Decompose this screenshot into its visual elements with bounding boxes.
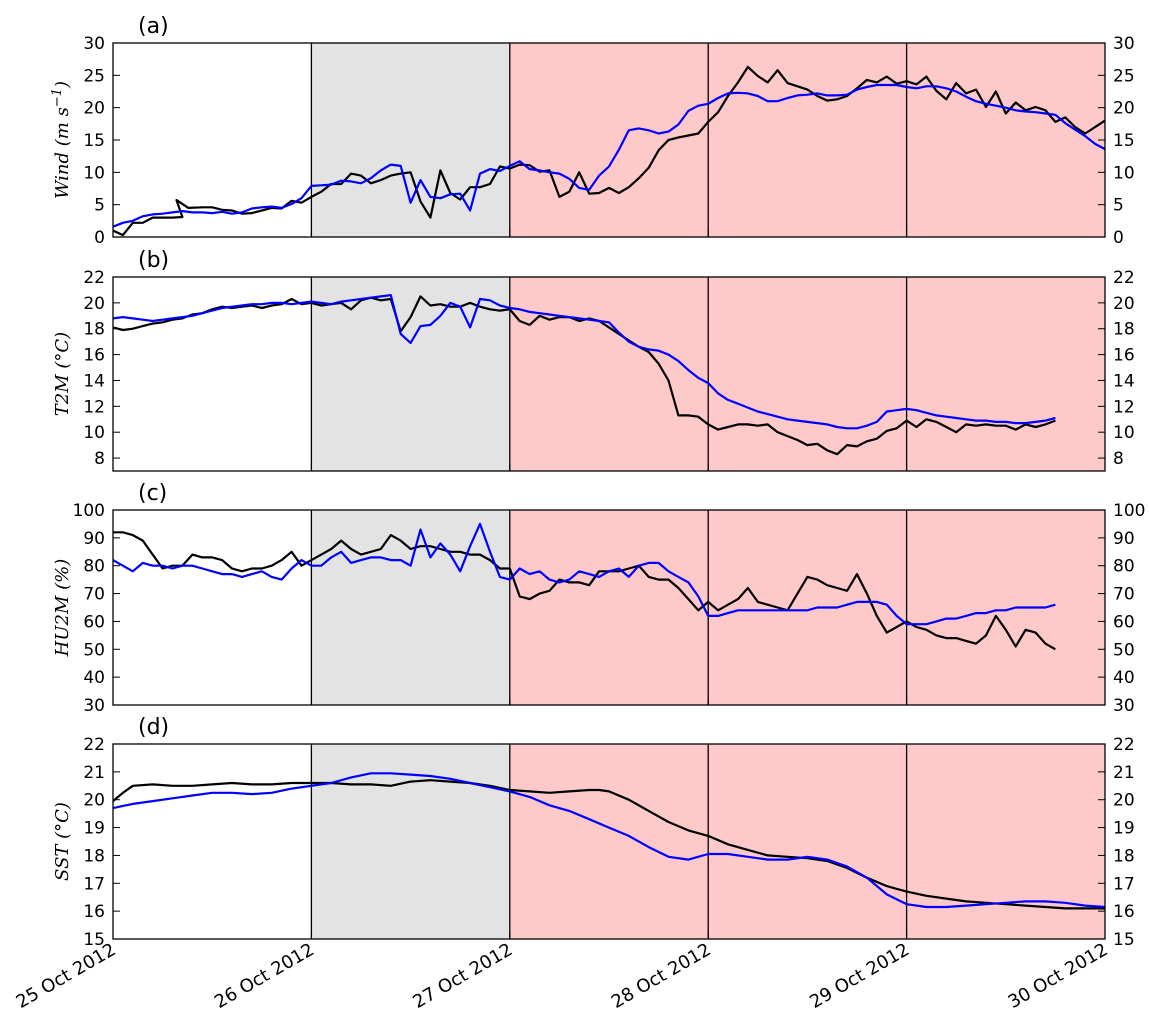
y-tick-label-right: 0 [1113, 228, 1124, 248]
y-tick-label-right: 20 [1113, 99, 1135, 119]
panel-label: (c) [138, 481, 167, 506]
y-tick-label-right: 15 [1113, 930, 1135, 950]
blue-series-line [113, 522, 1056, 626]
red-shaded-period [509, 277, 1105, 471]
y-axis-label: HU2M (%) [52, 559, 73, 658]
y-tick-label-left: 19 [83, 819, 105, 839]
red-shaded-period [509, 744, 1105, 939]
y-tick-label-left: 15 [83, 131, 105, 151]
blue-series-line [113, 294, 1056, 430]
panel-d: 15 15 16 16 17 17 18 18 19 19 20 20 21 21 22 22 (d) SST (… [52, 715, 1135, 950]
blue-series-line [113, 83, 1105, 228]
panel-a: 0 0 5 5 10 10 15 15 20 20 25 25 30 30 (a) Wind (m s−1) [50, 14, 1135, 248]
y-tick-label-left: 20 [83, 99, 105, 119]
red-shaded-period [509, 510, 1105, 705]
y-tick-label-right: 16 [1113, 346, 1135, 366]
panel-label: (a) [138, 14, 169, 39]
plot-frame [112, 743, 1106, 940]
x-tick-label: 30 Oct 2012 [1005, 939, 1112, 1013]
y-tick-label-left: 8 [94, 449, 105, 469]
y-tick-label-right: 50 [1113, 640, 1135, 660]
y-tick-label-left: 15 [83, 930, 105, 950]
y-axis-label: T2M (°C) [52, 332, 73, 416]
grey-shaded-period [311, 43, 510, 237]
y-tick-label-left: 30 [83, 696, 105, 716]
black-series-line [113, 531, 1056, 651]
y-tick-label-left: 20 [83, 791, 105, 811]
y-tick-label-left: 17 [83, 874, 105, 894]
x-tick-label: 26 Oct 2012 [211, 939, 318, 1013]
y-tick-label-left: 21 [83, 763, 105, 783]
y-tick-label-right: 100 [1113, 501, 1145, 521]
y-tick-label-left: 14 [83, 371, 105, 391]
y-tick-label-left: 16 [83, 346, 105, 366]
y-tick-label-right: 17 [1113, 874, 1135, 894]
plot-frame [112, 509, 1106, 706]
x-tick-label: 27 Oct 2012 [409, 939, 516, 1013]
y-tick-label-right: 40 [1113, 668, 1135, 688]
y-tick-label-left: 10 [83, 163, 105, 183]
y-tick-label-left: 70 [83, 585, 105, 605]
y-tick-label-right: 20 [1113, 791, 1135, 811]
y-tick-label-right: 22 [1113, 268, 1135, 288]
grey-shaded-period [311, 744, 510, 939]
y-tick-label-left: 18 [83, 846, 105, 866]
y-tick-label-right: 16 [1113, 902, 1135, 922]
y-tick-label-right: 15 [1113, 131, 1135, 151]
y-tick-label-left: 20 [83, 294, 105, 314]
y-tick-label-right: 18 [1113, 320, 1135, 340]
y-tick-label-right: 8 [1113, 449, 1124, 469]
y-tick-label-right: 20 [1113, 294, 1135, 314]
y-tick-label-left: 12 [83, 397, 105, 417]
blue-series-line [113, 772, 1105, 909]
y-tick-label-right: 22 [1113, 735, 1135, 755]
y-tick-label-right: 60 [1113, 612, 1135, 632]
y-tick-label-right: 25 [1113, 66, 1135, 86]
panel-c: 30 30 40 40 50 50 60 60 70 70 80 80 90 90 100 100 (c) HU2… [52, 481, 1145, 716]
panel-label: (b) [138, 248, 169, 273]
y-tick-label-right: 70 [1113, 585, 1135, 605]
y-tick-label-left: 60 [83, 612, 105, 632]
panel-label: (d) [138, 715, 169, 740]
black-series-line [113, 779, 1105, 910]
y-tick-label-right: 14 [1113, 371, 1135, 391]
y-axis-label: Wind (m s−1) [50, 81, 74, 199]
red-shaded-period [509, 43, 1105, 237]
y-tick-label-right: 21 [1113, 763, 1135, 783]
y-tick-label-left: 50 [83, 640, 105, 660]
y-tick-label-right: 30 [1113, 696, 1135, 716]
y-tick-label-left: 16 [83, 902, 105, 922]
y-tick-label-left: 22 [83, 735, 105, 755]
y-tick-label-right: 19 [1113, 819, 1135, 839]
y-tick-label-right: 5 [1113, 196, 1124, 216]
y-tick-label-right: 30 [1113, 34, 1135, 54]
y-tick-label-left: 5 [94, 196, 105, 216]
y-tick-label-left: 10 [83, 423, 105, 443]
y-tick-label-left: 100 [73, 501, 105, 521]
panel-b: 8 8 10 10 12 12 14 14 16 16 18 18 20 20 22 22 (b) T2M (°C… [52, 248, 1135, 472]
y-tick-label-right: 10 [1113, 163, 1135, 183]
y-tick-label-left: 80 [83, 557, 105, 577]
y-tick-label-right: 12 [1113, 397, 1135, 417]
grey-shaded-period [311, 510, 510, 705]
x-tick-label: 25 Oct 2012 [13, 939, 120, 1013]
y-tick-label-left: 25 [83, 66, 105, 86]
x-tick-label: 28 Oct 2012 [608, 939, 715, 1013]
y-tick-label-left: 30 [83, 34, 105, 54]
y-tick-label-right: 90 [1113, 529, 1135, 549]
y-tick-label-left: 90 [83, 529, 105, 549]
y-tick-label-right: 18 [1113, 846, 1135, 866]
y-tick-label-left: 18 [83, 320, 105, 340]
y-tick-label-right: 80 [1113, 557, 1135, 577]
y-tick-label-left: 22 [83, 268, 105, 288]
y-axis-label: SST (°C) [52, 802, 73, 881]
x-tick-label: 29 Oct 2012 [806, 939, 913, 1013]
y-tick-label-left: 40 [83, 668, 105, 688]
black-series-line [113, 65, 1105, 237]
y-tick-label-right: 10 [1113, 423, 1135, 443]
plot-frame [112, 276, 1106, 472]
y-tick-label-left: 0 [94, 228, 105, 248]
